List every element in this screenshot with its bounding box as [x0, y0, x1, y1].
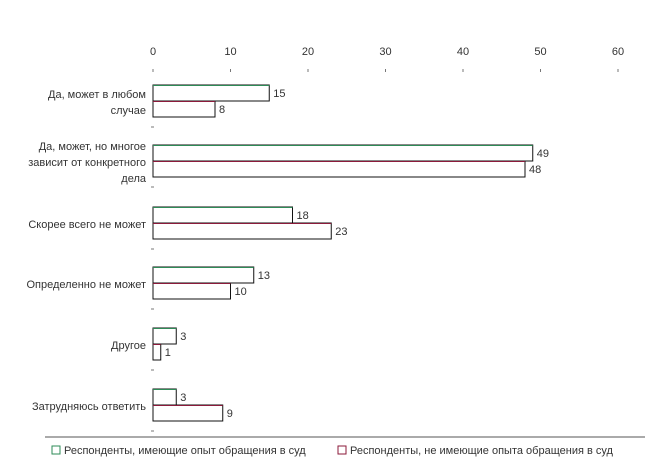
data-label: 8: [219, 104, 225, 116]
category-label: Да, может, но многое зависит от конкретно…: [28, 141, 147, 185]
x-tick-label: 10: [224, 46, 236, 58]
x-tick-label: 30: [379, 46, 391, 58]
category-label-line: случае: [111, 105, 146, 117]
x-tick-label: 40: [457, 46, 469, 58]
category-label-line: дела: [121, 173, 147, 185]
x-tick-label: 20: [302, 46, 314, 58]
category-label-line: Скорее всего не может: [28, 219, 146, 231]
category-label-line: Другое: [111, 340, 146, 352]
bar-series-2: [152, 222, 332, 240]
legend-swatch-series-1: [51, 445, 61, 455]
category-label-line: Определенно не может: [27, 279, 147, 291]
category-label: Скорее всего не может: [28, 219, 146, 231]
x-tick-label: 60: [612, 46, 624, 58]
x-tick-label: 0: [150, 46, 156, 58]
category-label: Другое: [111, 340, 146, 352]
data-label: 18: [297, 210, 309, 222]
category-label-line: зависит от конкретного: [28, 157, 146, 169]
bar-series-2: [152, 404, 224, 422]
data-label: 10: [235, 286, 247, 298]
bar-series-2: [152, 282, 231, 300]
data-label: 13: [258, 270, 270, 282]
bar-series-2: [152, 160, 526, 178]
x-axis: 0 10 20 30 40 50 60: [150, 46, 624, 72]
category-label-line: Затрудняюсь ответить: [32, 401, 146, 413]
bar-series-1: [152, 206, 293, 224]
data-label: 9: [227, 408, 233, 420]
data-label: 1: [165, 347, 171, 359]
data-label: 48: [529, 164, 541, 176]
legend-label: Респонденты, имеющие опыт обращения в су…: [64, 445, 306, 457]
data-label: 49: [537, 148, 549, 160]
bar-series-2: [152, 100, 216, 118]
category-label: Определенно не может: [27, 279, 147, 291]
bar-series-1: [152, 84, 270, 102]
bar-series-1: [152, 388, 177, 406]
legend: Респонденты, имеющие опыт обращения в су…: [45, 436, 645, 457]
data-label: 15: [273, 88, 285, 100]
bar-series-1: [152, 327, 177, 345]
x-tick-label: 50: [534, 46, 546, 58]
legend-label: Респонденты, не имеющие опыта обращения …: [350, 445, 614, 457]
bar-series-1: [152, 144, 534, 162]
data-label: 3: [180, 331, 186, 343]
category-labels: Да, может в любом случае Да, может, но мно…: [27, 89, 154, 432]
bar-series-1: [152, 266, 255, 284]
category-label: Затрудняюсь ответить: [32, 401, 146, 413]
category-label-line: Да, может в любом: [48, 89, 146, 101]
category-label-line: Да, может, но многое: [39, 141, 146, 153]
legend-swatch-series-2: [337, 445, 347, 455]
data-label: 23: [335, 226, 347, 238]
data-label: 3: [180, 392, 186, 404]
bar-series-2: [152, 343, 162, 361]
category-label: Да, может в любом случае: [48, 89, 146, 117]
